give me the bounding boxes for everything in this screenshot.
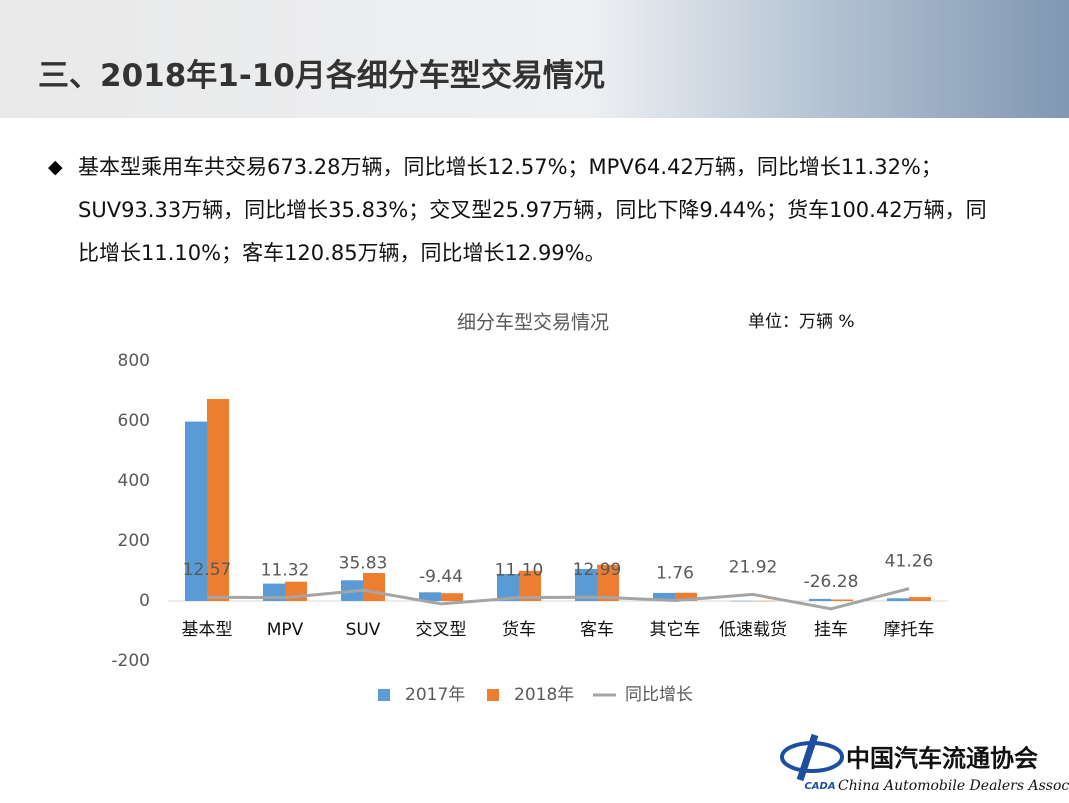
bar bbox=[575, 568, 597, 601]
legend-swatch bbox=[487, 689, 499, 701]
header-band bbox=[0, 0, 1069, 118]
bar bbox=[519, 570, 541, 601]
chart-title: 细分车型交易情况 bbox=[457, 312, 609, 334]
bar bbox=[753, 600, 775, 602]
data-label: 11.10 bbox=[495, 561, 544, 581]
data-label: 12.57 bbox=[183, 560, 232, 580]
bar bbox=[419, 592, 441, 601]
bar bbox=[831, 599, 853, 601]
bar bbox=[363, 573, 385, 601]
y-tick-label: 400 bbox=[118, 471, 150, 491]
y-tick-label: 600 bbox=[118, 411, 150, 431]
x-tick-label: 交叉型 bbox=[416, 620, 467, 640]
bullet-icon: ◆ bbox=[48, 156, 63, 178]
bar bbox=[597, 564, 619, 601]
x-tick-label: 挂车 bbox=[814, 620, 848, 640]
bar bbox=[675, 592, 697, 601]
bar bbox=[207, 399, 229, 601]
bullet-text: 基本型乘用车共交易673.28万辆，同比增长12.57%；MPV64.42万辆，… bbox=[78, 155, 987, 265]
x-tick-label: 摩托车 bbox=[884, 620, 935, 640]
data-label: 21.92 bbox=[729, 557, 778, 577]
data-label: 41.26 bbox=[885, 552, 934, 572]
unit-label: 单位：万辆 % bbox=[748, 312, 855, 332]
x-tick-label: 低速载货 bbox=[719, 620, 787, 640]
data-label: -9.44 bbox=[419, 567, 463, 587]
y-tick-label: -200 bbox=[111, 651, 150, 671]
logo: CADA 中国汽车流通协会 China Automobile Dealers A… bbox=[780, 733, 1069, 794]
data-label: 11.32 bbox=[261, 561, 310, 581]
data-label: 12.99 bbox=[573, 560, 622, 580]
x-tick-label: SUV bbox=[346, 620, 381, 640]
y-tick-label: 800 bbox=[118, 351, 150, 371]
y-tick-label: 0 bbox=[139, 591, 150, 611]
legend-label: 同比增长 bbox=[625, 685, 693, 705]
growth-line bbox=[206, 587, 910, 611]
bar bbox=[497, 574, 519, 601]
slide-title: 三、2018年1-10月各细分车型交易情况 bbox=[38, 58, 605, 94]
bar bbox=[809, 598, 831, 601]
data-label: -26.28 bbox=[804, 572, 859, 592]
x-tick-label: 客车 bbox=[580, 620, 614, 640]
logo-name: 中国汽车流通协会 bbox=[846, 744, 1038, 773]
legend-swatch bbox=[378, 689, 390, 701]
bar bbox=[887, 598, 909, 601]
bar bbox=[185, 421, 207, 601]
bar bbox=[909, 597, 931, 601]
legend-label: 2017年 bbox=[405, 685, 465, 705]
y-tick-label: 200 bbox=[118, 531, 150, 551]
data-label: 35.83 bbox=[339, 553, 388, 573]
bar bbox=[731, 600, 753, 602]
x-tick-label: 基本型 bbox=[182, 620, 233, 640]
logo-english: China Automobile Dealers Association bbox=[838, 778, 1069, 794]
logo-abbr: CADA bbox=[804, 781, 835, 792]
x-tick-label: 货车 bbox=[502, 620, 536, 640]
bar bbox=[653, 592, 675, 601]
data-label: 1.76 bbox=[656, 563, 694, 583]
logo-stroke bbox=[796, 733, 819, 782]
bar bbox=[441, 593, 463, 601]
x-tick-label: 其它车 bbox=[650, 620, 701, 640]
x-tick-label: MPV bbox=[267, 620, 304, 640]
legend-label: 2018年 bbox=[514, 685, 574, 705]
